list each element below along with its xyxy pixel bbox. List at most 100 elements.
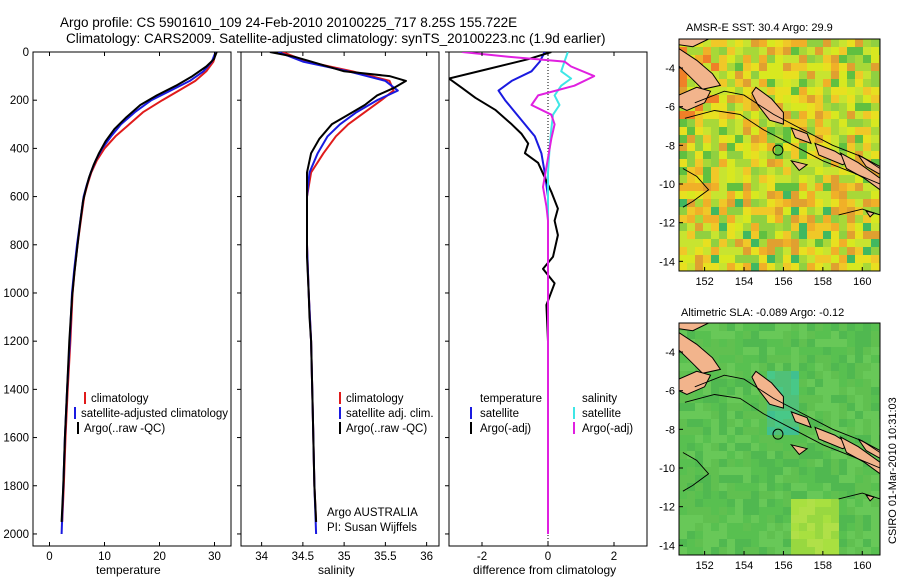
map-cell: [839, 467, 847, 475]
map-cell: [759, 339, 767, 347]
map-cell: [759, 63, 767, 71]
map-cell: [799, 151, 807, 159]
map-cell: [815, 515, 823, 523]
map-cell: [831, 247, 839, 255]
map-cell: [831, 231, 839, 239]
map-cell: [823, 323, 831, 331]
map-cell: [719, 127, 727, 135]
map-cell: [759, 255, 767, 263]
map-cell: [791, 175, 799, 183]
depth-contour: [682, 168, 710, 208]
map-cell: [823, 111, 831, 119]
map-cell: [759, 207, 767, 215]
map-cell: [751, 467, 759, 475]
depth-contour: [684, 394, 880, 469]
map-cell: [823, 263, 831, 271]
map-cell: [679, 419, 687, 427]
map-cell: [783, 191, 791, 199]
map-cell: [871, 371, 879, 379]
map-cell: [847, 411, 855, 419]
map-cell: [831, 55, 839, 63]
map-cell: [767, 143, 775, 151]
map-cell: [799, 443, 807, 451]
map-cell: [831, 491, 839, 499]
map-cell: [783, 151, 791, 159]
map-cell: [863, 79, 871, 87]
map-cell: [767, 547, 775, 555]
map-cell: [751, 435, 759, 443]
map-cell: [807, 467, 815, 475]
map-cell: [815, 135, 823, 143]
map-cell: [807, 191, 815, 199]
map-cell: [679, 207, 687, 215]
map-cell: [775, 323, 783, 331]
map-cell: [727, 331, 735, 339]
map-cell: [791, 499, 799, 507]
map-cell: [759, 183, 767, 191]
map-cell: [831, 135, 839, 143]
map-cell: [799, 435, 807, 443]
map-cell: [799, 387, 807, 395]
map-cell: [711, 135, 719, 143]
map-cell: [735, 371, 743, 379]
map-cell: [847, 467, 855, 475]
map-cell: [775, 331, 783, 339]
map-cell: [807, 515, 815, 523]
map-cell: [839, 47, 847, 55]
map-cell: [775, 247, 783, 255]
map-cell: [831, 507, 839, 515]
map-cell: [815, 539, 823, 547]
map-cell: [799, 395, 807, 403]
map-cell: [863, 331, 871, 339]
map-cell: [791, 459, 799, 467]
salinity-axes: [240, 51, 440, 547]
map-cell: [695, 499, 703, 507]
x-tick-label: 35: [338, 551, 351, 563]
map-cell: [719, 239, 727, 247]
map-cell: [831, 451, 839, 459]
x-axes-ticks: 0 10 20 30 34 34.5 35 35.5 36 -2 0 2: [46, 52, 617, 563]
map-cell: [823, 483, 831, 491]
map-cell: [775, 135, 783, 143]
map-cell: [775, 143, 783, 151]
map-cell: [807, 47, 815, 55]
map-cell: [727, 215, 735, 223]
map-cell: [727, 523, 735, 531]
map-cell: [751, 499, 759, 507]
map-cell: [847, 379, 855, 387]
map-cell: [751, 443, 759, 451]
map-cell: [751, 355, 759, 363]
map-cell: [863, 191, 871, 199]
map-cell: [767, 411, 775, 419]
map-cell: [847, 255, 855, 263]
map-cell: [791, 207, 799, 215]
map-cell: [679, 483, 687, 491]
map-cell: [775, 515, 783, 523]
map-cell: [807, 507, 815, 515]
map-cell: [679, 191, 687, 199]
map-cell: [799, 483, 807, 491]
map-cell: [727, 175, 735, 183]
map-cell: [759, 119, 767, 127]
map-cell: [799, 175, 807, 183]
map-cell: [759, 515, 767, 523]
map-cell: [727, 247, 735, 255]
map-cell: [783, 443, 791, 451]
map-cell: [759, 111, 767, 119]
map-cell: [719, 483, 727, 491]
map-cell: [871, 467, 879, 475]
map-cell: [863, 263, 871, 271]
map-cell: [775, 539, 783, 547]
map-cell: [727, 199, 735, 207]
map-cell: [799, 55, 807, 63]
map-cell: [727, 403, 735, 411]
map-cell: [847, 119, 855, 127]
map-cell: [807, 347, 815, 355]
map-cell: [695, 127, 703, 135]
map-cell: [703, 515, 711, 523]
map-cell: [831, 323, 839, 331]
map-cell: [855, 119, 863, 127]
map-cell: [751, 143, 759, 151]
map-cell: [727, 387, 735, 395]
map-cell: [703, 231, 711, 239]
